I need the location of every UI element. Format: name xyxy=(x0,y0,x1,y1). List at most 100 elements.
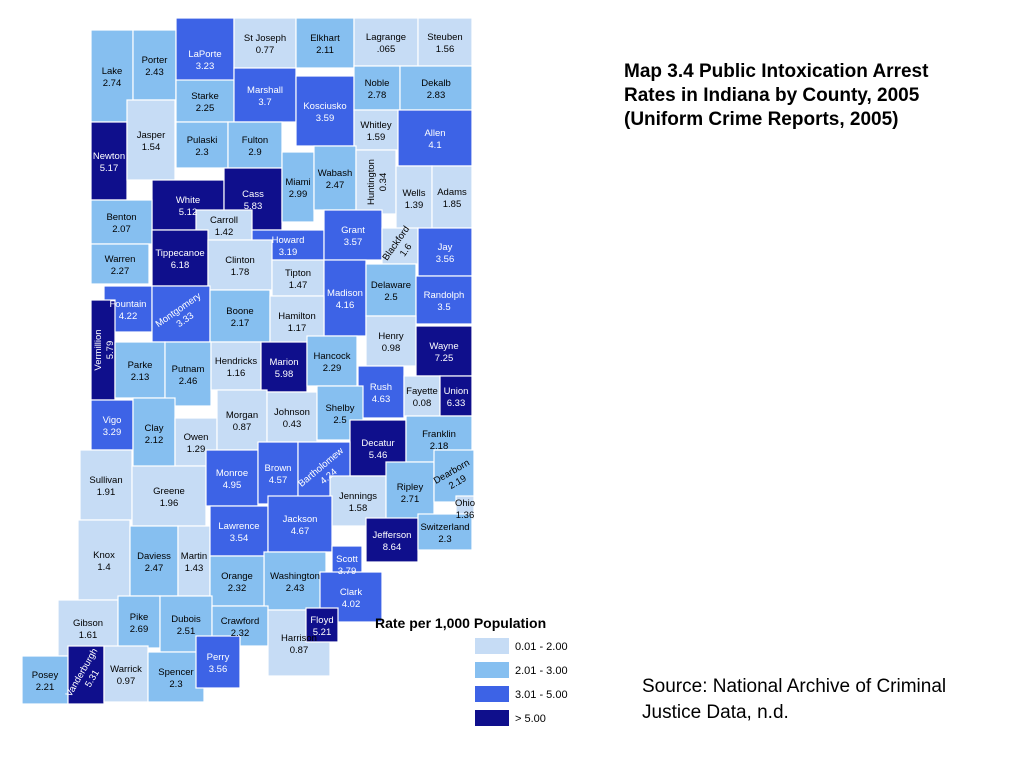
county-name: Jay xyxy=(438,242,453,253)
county-name: Warren xyxy=(105,254,136,265)
county-newton xyxy=(90,121,128,201)
county-elkhart xyxy=(295,17,355,69)
county-value: 5.21 xyxy=(313,627,332,638)
county-name: Hendricks xyxy=(215,356,257,367)
county-warrick xyxy=(103,645,149,703)
county-name: Sullivan xyxy=(89,475,122,486)
county-name: Grant xyxy=(341,225,365,236)
county-jasper xyxy=(126,99,176,181)
county-value: 1.16 xyxy=(227,368,246,379)
legend-label: 0.01 - 2.00 xyxy=(515,641,568,653)
county-value: 1.39 xyxy=(405,200,424,211)
county-value: 1.47 xyxy=(289,280,308,291)
legend-label: 3.01 - 5.00 xyxy=(515,689,568,701)
county-huntington xyxy=(355,149,397,215)
county-value: 2.74 xyxy=(103,78,122,89)
county-name: Howard xyxy=(272,235,305,246)
county-name: Warrick xyxy=(110,664,142,675)
county-perry xyxy=(195,635,241,689)
county-hancock xyxy=(306,335,358,387)
county-name: White xyxy=(176,195,200,206)
county-value: 3.54 xyxy=(230,533,249,544)
county-value: 1.59 xyxy=(367,132,386,143)
county-name: Marshall xyxy=(247,85,283,96)
county-name: Boone xyxy=(226,306,253,317)
source-note: Source: National Archive of Criminal Jus… xyxy=(642,676,947,723)
county-name: Jasper xyxy=(137,130,166,141)
county-value: 1.54 xyxy=(142,142,161,153)
county-tippecanoe xyxy=(151,229,209,287)
county-clinton xyxy=(207,239,273,291)
county-name: Porter xyxy=(142,55,168,66)
county-switzerland xyxy=(417,513,473,551)
county-name: Marion xyxy=(269,357,298,368)
county-value: 2.51 xyxy=(177,626,196,637)
county-dekalb xyxy=(399,65,473,111)
county-orange xyxy=(209,555,265,607)
county-name: Morgan xyxy=(226,410,258,421)
county-porter xyxy=(132,29,177,101)
county-value: 0.08 xyxy=(413,398,432,409)
county-name: Delaware xyxy=(371,280,411,291)
county-name: LaPorte xyxy=(188,49,221,60)
county-value: 2.5 xyxy=(384,292,397,303)
county-value: 3.59 xyxy=(316,113,335,124)
county-morgan xyxy=(216,389,268,451)
county-value: 4.1 xyxy=(428,140,441,151)
county-name: Spencer xyxy=(158,667,193,678)
legend-label: 2.01 - 3.00 xyxy=(515,665,568,677)
county-name: Fountain xyxy=(110,299,147,310)
county-name: Scott xyxy=(336,554,358,565)
county-name: Harrison xyxy=(281,633,317,644)
county-value: 0.98 xyxy=(382,343,401,354)
county-vanderburgh xyxy=(67,645,105,705)
county-value: 2.71 xyxy=(401,494,420,505)
county-value: 2.46 xyxy=(179,376,198,387)
county-ripley xyxy=(385,461,435,523)
county-name: Tipton xyxy=(285,268,311,279)
county-name: Lake xyxy=(102,66,123,77)
county-pike xyxy=(117,595,161,649)
county-henry xyxy=(365,315,417,367)
county-value: 2.47 xyxy=(145,563,164,574)
county-name: Newton xyxy=(93,151,125,162)
county-marshall xyxy=(233,67,297,123)
county-parke xyxy=(114,341,166,399)
county-putnam xyxy=(164,341,212,407)
county-name: Allen xyxy=(424,128,445,139)
county-name: St Joseph xyxy=(244,33,286,44)
county-name: Starke xyxy=(191,91,218,102)
county-value: 6.18 xyxy=(171,260,190,271)
county-name: Elkhart xyxy=(310,33,340,44)
county-name: Clark xyxy=(340,587,362,598)
county-name: Washington xyxy=(270,571,320,582)
counties-layer xyxy=(21,17,475,705)
